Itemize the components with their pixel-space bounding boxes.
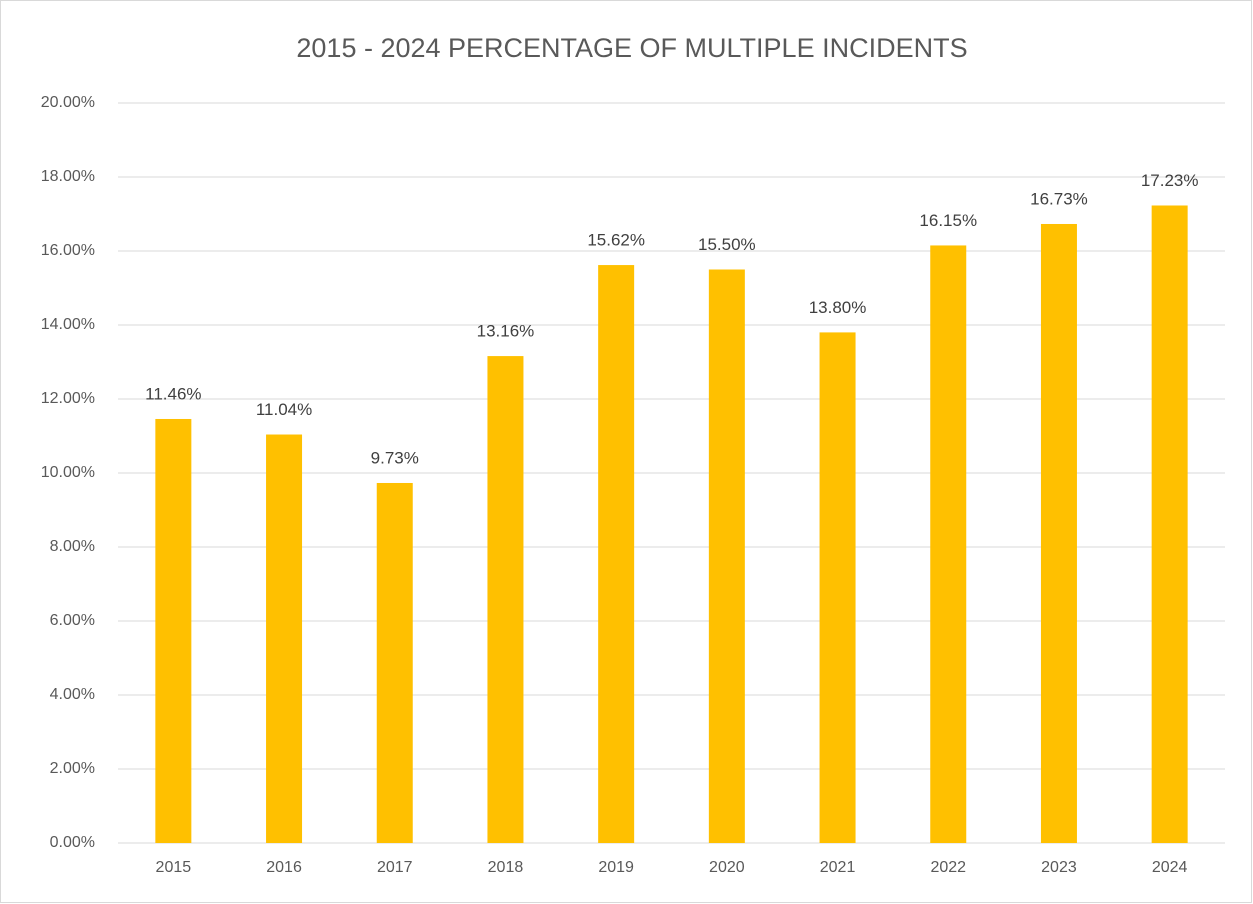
y-tick-label: 8.00%	[50, 538, 95, 555]
data-label: 11.04%	[256, 400, 312, 419]
x-tick-label: 2023	[1041, 859, 1077, 876]
y-tick-label: 14.00%	[41, 316, 95, 333]
bar	[487, 356, 524, 843]
bar	[155, 418, 192, 843]
y-tick-label: 4.00%	[50, 686, 95, 703]
bar	[1151, 205, 1188, 844]
data-label: 11.46%	[145, 384, 201, 403]
x-tick-label: 2021	[820, 859, 856, 876]
bar	[1040, 223, 1077, 844]
y-tick-label: 0.00%	[50, 834, 95, 851]
data-label: 9.73%	[371, 448, 419, 467]
bar	[598, 265, 635, 843]
y-tick-label: 18.00%	[41, 168, 95, 185]
data-label: 16.73%	[1030, 189, 1088, 208]
x-tick-label: 2024	[1152, 859, 1188, 876]
y-tick-label: 20.00%	[41, 94, 95, 111]
bar	[930, 245, 967, 843]
x-tick-label: 2020	[709, 859, 745, 876]
bar	[376, 482, 413, 843]
bar	[819, 332, 856, 843]
y-tick-label: 10.00%	[41, 464, 95, 481]
x-tick-label: 2017	[377, 859, 413, 876]
x-tick-label: 2019	[598, 859, 634, 876]
x-tick-label: 2015	[156, 859, 192, 876]
bar	[708, 269, 745, 843]
x-tick-label: 2022	[930, 859, 966, 876]
data-label: 17.23%	[1141, 171, 1199, 190]
chart-title: 2015 - 2024 PERCENTAGE OF MULTIPLE INCID…	[296, 33, 967, 63]
y-tick-label: 12.00%	[41, 390, 95, 407]
bar	[266, 434, 303, 843]
x-tick-label: 2016	[266, 859, 302, 876]
data-label: 13.16%	[477, 322, 535, 341]
y-tick-label: 6.00%	[50, 612, 95, 629]
data-label: 16.15%	[919, 211, 977, 230]
data-label: 13.80%	[809, 298, 867, 317]
y-tick-label: 2.00%	[50, 760, 95, 777]
y-tick-label: 16.00%	[41, 242, 95, 259]
data-label: 15.62%	[587, 231, 645, 250]
x-tick-label: 2018	[488, 859, 524, 876]
data-label: 15.50%	[698, 235, 756, 254]
